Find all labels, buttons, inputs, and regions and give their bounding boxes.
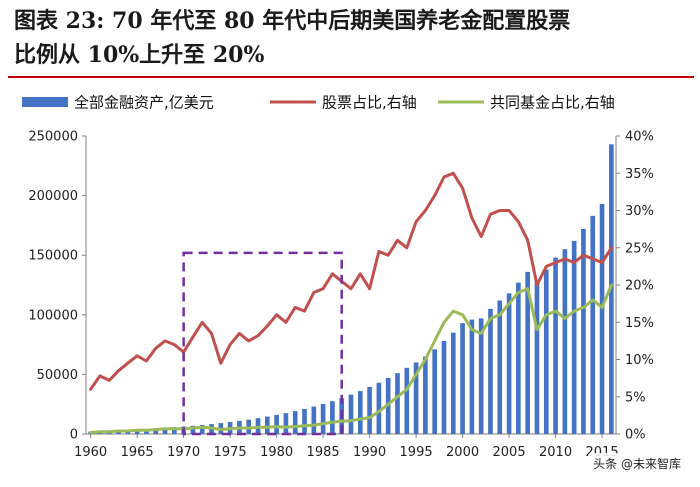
bar-total-assets <box>599 203 605 434</box>
bar-total-assets <box>506 293 512 434</box>
bar-total-assets <box>199 424 205 434</box>
bar-total-assets <box>153 428 159 434</box>
bar-total-assets <box>525 271 530 434</box>
legend-label: 共同基金占比,右轴 <box>490 94 615 112</box>
bar-total-assets <box>553 257 558 434</box>
bar-total-assets <box>172 427 177 434</box>
bar-total-assets <box>283 413 289 434</box>
x-tick-label: 1970 <box>167 445 200 460</box>
x-tick-label: 1975 <box>214 445 247 460</box>
figure-title: 图表 23: 70 年代至 80 年代中后期美国养老金配置股票 比例从 10%上… <box>14 4 694 72</box>
bar-total-assets <box>376 382 382 434</box>
left-tick-label: 100000 <box>28 308 78 323</box>
right-tick-label: 35% <box>625 167 654 182</box>
right-tick-label: 5% <box>625 390 646 405</box>
bar-total-assets <box>497 300 503 434</box>
x-tick-label: 1985 <box>307 445 340 460</box>
legend-swatch-total-assets <box>22 97 68 107</box>
bar-total-assets <box>357 391 363 434</box>
bar-total-assets <box>469 319 475 434</box>
bar-total-assets <box>543 269 549 434</box>
right-tick-label: 40% <box>625 130 654 145</box>
bar-total-assets <box>404 367 410 434</box>
right-tick-label: 30% <box>625 204 654 219</box>
bar-total-assets <box>264 416 270 434</box>
figure-title-line1: 图表 23: 70 年代至 80 年代中后期美国养老金配置股票 <box>14 8 571 34</box>
bar-total-assets <box>330 401 335 434</box>
bar-total-assets <box>460 323 465 434</box>
bar-total-assets <box>292 411 298 434</box>
bar-total-assets <box>367 386 372 434</box>
x-tick-label: 1960 <box>74 445 107 460</box>
bar-total-assets <box>190 425 196 434</box>
right-tick-label: 10% <box>625 353 654 368</box>
legend-label: 股票占比,右轴 <box>322 94 417 112</box>
title-divider <box>8 76 694 78</box>
figure-title-line2: 比例从 10%上升至 20% <box>14 42 265 68</box>
line-mutual-fund-share <box>89 283 613 434</box>
bar-total-assets <box>432 349 438 434</box>
bar-total-assets <box>413 362 419 434</box>
left-tick-label: 50000 <box>37 368 78 383</box>
bar-total-assets <box>162 427 168 434</box>
right-tick-label: 15% <box>625 316 654 331</box>
x-tick-label: 1965 <box>121 445 154 460</box>
watermark: 头条 @未来智库 <box>588 453 686 474</box>
bar-total-assets <box>302 408 307 434</box>
bar-total-assets <box>590 215 596 434</box>
left-tick-label: 250000 <box>28 130 78 145</box>
bar-total-assets <box>581 228 586 434</box>
x-tick-label: 1995 <box>400 445 433 460</box>
right-tick-label: 0% <box>625 428 646 443</box>
x-tick-label: 2000 <box>446 445 479 460</box>
bar-total-assets <box>395 373 400 434</box>
bar-total-assets <box>609 144 614 434</box>
bar-total-assets <box>441 341 447 434</box>
bar-total-assets <box>320 403 326 434</box>
bar-total-assets <box>348 394 354 434</box>
bar-total-assets <box>488 308 493 434</box>
line-stock-share <box>89 171 613 391</box>
bar-total-assets <box>274 414 279 434</box>
x-tick-label: 2010 <box>539 445 572 460</box>
bar-total-assets <box>450 332 456 434</box>
left-tick-label: 150000 <box>28 249 78 264</box>
right-tick-label: 20% <box>625 279 654 294</box>
left-tick-label: 200000 <box>28 189 78 204</box>
bar-total-assets <box>423 356 428 434</box>
highlight-box-1970-1987 <box>182 251 343 436</box>
bar-total-assets <box>562 249 568 434</box>
bar-total-assets <box>534 281 540 434</box>
bar-total-assets <box>516 282 521 434</box>
x-tick-label: 1990 <box>353 445 386 460</box>
left-tick-label: 0 <box>70 428 78 443</box>
bar-total-assets <box>311 406 317 434</box>
x-tick-label: 1980 <box>260 445 293 460</box>
legend-label: 全部金融资产,亿美元 <box>74 94 214 112</box>
bar-total-assets <box>571 240 577 434</box>
bar-total-assets <box>478 318 484 434</box>
x-tick-label: 2005 <box>493 445 526 460</box>
right-tick-label: 25% <box>625 241 654 256</box>
